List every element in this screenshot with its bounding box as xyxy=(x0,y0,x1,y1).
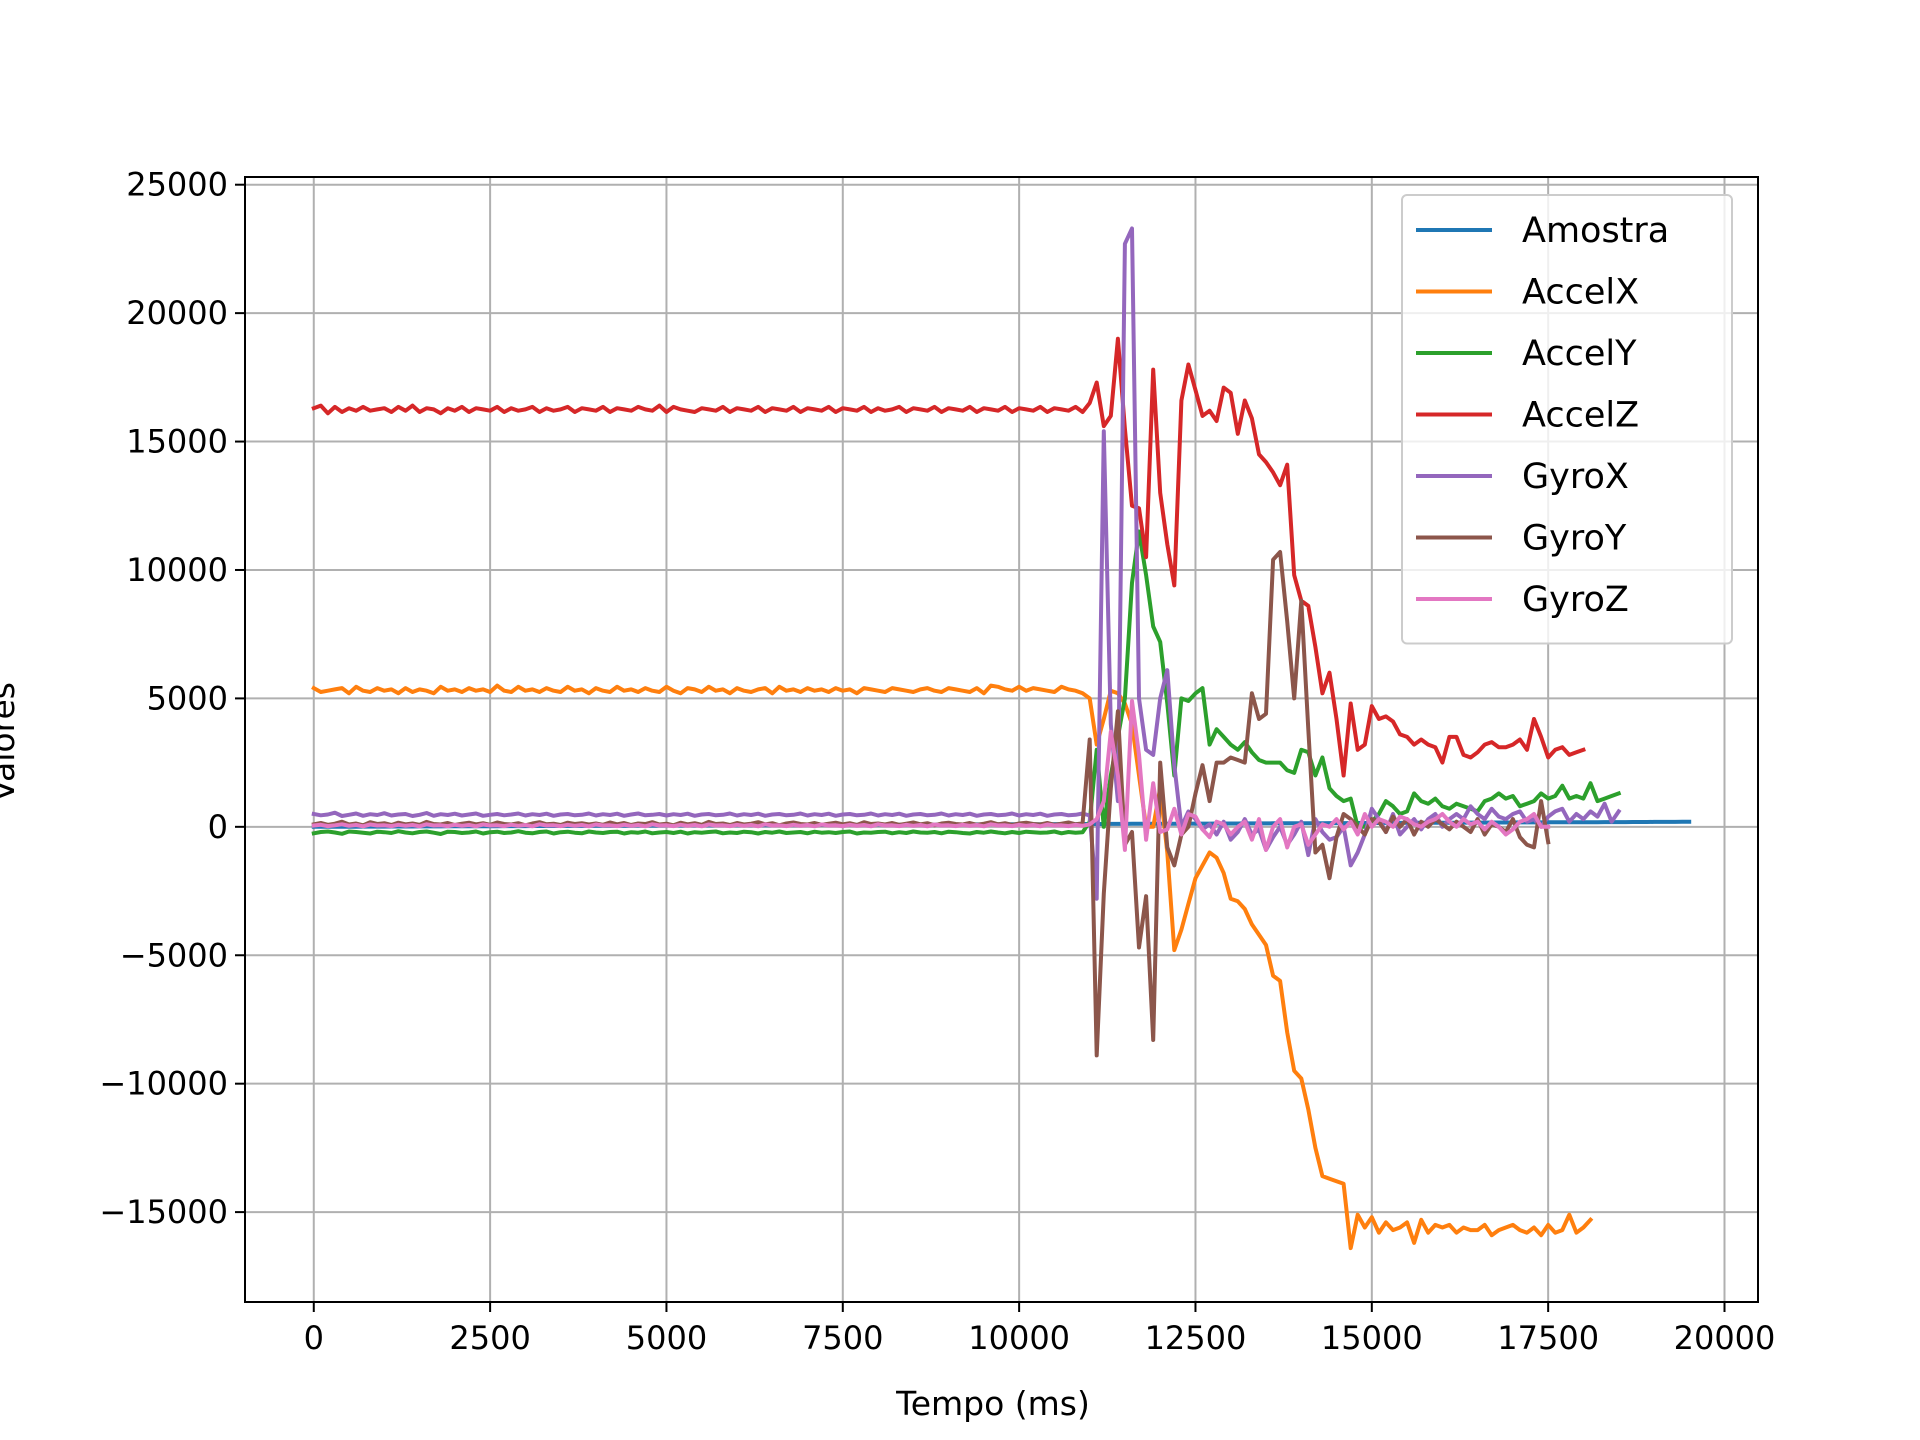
legend-label: GyroZ xyxy=(1522,580,1629,620)
legend-label: AccelX xyxy=(1522,273,1639,313)
legend-label: AccelZ xyxy=(1522,396,1639,436)
x-tick-label: 17500 xyxy=(1497,1319,1599,1357)
x-tick-label: 10000 xyxy=(968,1319,1070,1357)
x-axis-title: Tempo (ms) xyxy=(895,1384,1090,1423)
x-tick-label: 7500 xyxy=(802,1319,883,1357)
legend-label: GyroX xyxy=(1522,457,1629,497)
legend: Amostra AccelX AccelY AccelZ GyroX GyroY GyroZ xyxy=(1401,194,1733,645)
y-tick-label: −5000 xyxy=(120,936,228,974)
y-axis: −15000 −10000 −5000 0 5000 10000 15000 20000 250… xyxy=(99,166,245,1231)
y-tick-label: 15000 xyxy=(126,423,228,461)
y-tick-label: 20000 xyxy=(126,294,228,332)
x-tick-label: 15000 xyxy=(1321,1319,1423,1357)
x-tick-label: 5000 xyxy=(626,1319,707,1357)
x-tick-label: 2500 xyxy=(449,1319,530,1357)
x-tick-label: 0 xyxy=(304,1319,324,1357)
y-tick-label: 5000 xyxy=(147,679,228,717)
series-line-gyroz xyxy=(311,699,1551,852)
legend-label: Amostra xyxy=(1522,211,1669,251)
x-axis: 0 2500 5000 7500 10000 12500 15000 17500 20000 xyxy=(304,1302,1776,1357)
series-line-gyrox xyxy=(311,226,1622,901)
y-tick-label: −15000 xyxy=(99,1193,228,1231)
legend-label: GyroY xyxy=(1522,519,1627,559)
y-tick-label: 0 xyxy=(208,808,228,846)
legend-label: AccelY xyxy=(1522,334,1637,374)
series-line-accely xyxy=(311,529,1622,836)
legend-box xyxy=(1401,194,1733,645)
y-tick-label: 10000 xyxy=(126,551,228,589)
y-axis-title: Valores xyxy=(0,682,22,802)
series-lines xyxy=(311,226,1692,1251)
plot-frame xyxy=(244,176,1759,1303)
x-tick-label: 20000 xyxy=(1674,1319,1776,1357)
y-tick-label: 25000 xyxy=(126,166,228,204)
series-line-accelx xyxy=(311,683,1594,1251)
y-tick-label: −10000 xyxy=(99,1065,228,1103)
series-line-accelz xyxy=(311,336,1586,778)
x-tick-label: 12500 xyxy=(1145,1319,1247,1357)
